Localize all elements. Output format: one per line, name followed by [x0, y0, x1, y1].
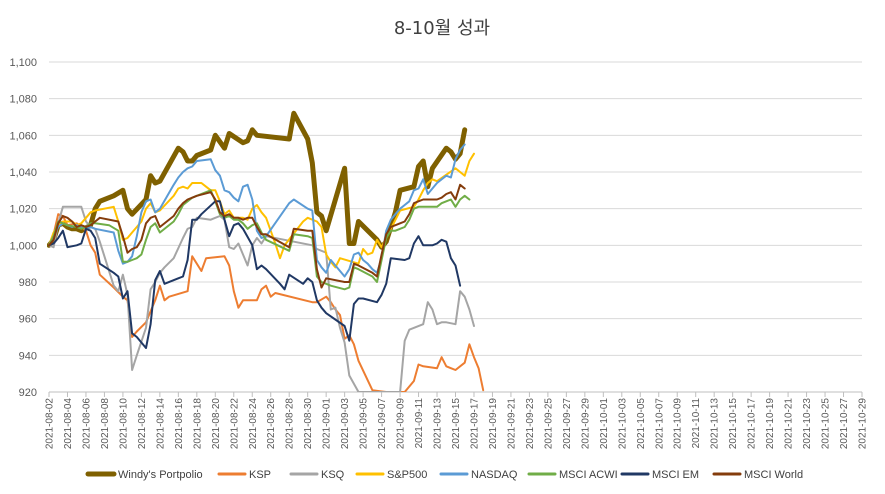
- y-tick-label: 1,040: [9, 167, 37, 179]
- x-tick-label: 2021-09-21: [506, 398, 517, 450]
- legend-label: NASDAQ: [471, 469, 518, 481]
- x-tick-label: 2021-08-20: [211, 398, 222, 450]
- y-tick-label: 1,080: [9, 94, 37, 106]
- x-tick-label: 2021-09-09: [396, 398, 407, 450]
- x-tick-label: 2021-10-17: [747, 398, 758, 450]
- x-tick-label: 2021-10-03: [617, 398, 628, 450]
- x-tick-label: 2021-08-26: [266, 398, 277, 450]
- x-tick-label: 2021-09-25: [543, 398, 554, 450]
- x-tick-label: 2021-09-01: [322, 398, 333, 450]
- x-tick-label: 2021-09-29: [580, 398, 591, 450]
- x-tick-label: 2021-10-21: [784, 398, 795, 450]
- x-tick-label: 2021-10-23: [802, 398, 813, 450]
- legend: Windy's Portpolio KSP KSQ S&P500 NASDAQ MSCI …: [85, 469, 803, 481]
- x-tick-label: 2021-10-11: [691, 398, 702, 449]
- x-tick-label: 2021-09-13: [433, 398, 444, 450]
- series-line-ksq: [48, 205, 475, 392]
- series-line-msci-acwi: [48, 189, 471, 291]
- x-tick-label: 2021-08-08: [100, 398, 111, 450]
- y-tick-label: 1,020: [9, 204, 37, 216]
- x-tick-label: 2021-09-17: [469, 398, 480, 450]
- gridlines: [49, 61, 862, 393]
- x-tick-label: 2021-08-12: [137, 398, 148, 450]
- series-line-msci-em: [48, 200, 462, 349]
- x-tick-label: 2021-09-27: [562, 398, 573, 450]
- y-axis-ticks: 920 940 960 980 1,000 1,020 1,040 1,060 1,080 1,1…: [9, 57, 37, 399]
- x-tick-label: 2021-10-05: [636, 398, 647, 450]
- x-tick-label: 2021-10-29: [858, 398, 869, 450]
- x-tick-label: 2021-08-28: [285, 398, 296, 450]
- legend-label: MSCI World: [744, 469, 803, 481]
- x-tick-label: 2021-09-23: [525, 398, 536, 450]
- chart-title: 8-10월 성과: [394, 18, 490, 39]
- x-tick-label: 2021-10-15: [728, 398, 739, 450]
- y-tick-label: 1,000: [9, 240, 37, 252]
- x-tick-label: 2021-10-27: [839, 398, 850, 450]
- y-tick-label: 920: [19, 387, 37, 399]
- legend-label: KSQ: [321, 469, 345, 481]
- x-tick-label: 2021-08-18: [192, 398, 203, 450]
- x-tick-label: 2021-10-25: [821, 398, 832, 450]
- legend-label: KSP: [249, 469, 271, 481]
- legend-label: MSCI ACWI: [559, 469, 618, 481]
- x-tick-label: 2021-08-04: [63, 398, 74, 450]
- x-tick-label: 2021-08-22: [229, 398, 240, 450]
- x-tick-label: 2021-08-24: [248, 398, 259, 450]
- x-tick-label: 2021-09-07: [377, 398, 388, 450]
- x-tick-label: 2021-09-19: [488, 398, 499, 450]
- series-line-nasdaq: [48, 143, 466, 278]
- x-tick-label: 2021-10-19: [765, 398, 776, 450]
- x-tick-label: 2021-08-14: [155, 398, 166, 450]
- series-line-ksp: [48, 213, 485, 392]
- x-tick-label: 2021-08-10: [118, 398, 129, 450]
- y-tick-label: 1,060: [9, 130, 37, 142]
- x-tick-label: 2021-10-01: [599, 398, 610, 450]
- x-tick-label: 2021-08-06: [81, 398, 92, 450]
- x-tick-label: 2021-09-05: [359, 398, 370, 450]
- y-tick-label: 940: [19, 350, 37, 362]
- legend-label: Windy's Portpolio: [118, 469, 203, 481]
- x-tick-label: 2021-08-16: [174, 398, 185, 450]
- x-axis-ticks: 2021-08-02 2021-08-04 2021-08-06 2021-08-08…: [45, 392, 869, 449]
- x-tick-label: 2021-09-03: [340, 398, 351, 450]
- y-tick-label: 960: [19, 314, 37, 326]
- x-tick-label: 2021-10-13: [710, 398, 721, 450]
- x-tick-label: 2021-09-11: [414, 398, 425, 449]
- series-line-msci-world: [48, 183, 466, 289]
- y-tick-label: 980: [19, 277, 37, 289]
- series-lines: [47, 110, 485, 392]
- legend-label: S&P500: [387, 469, 427, 481]
- y-tick-label: 1,100: [9, 57, 37, 69]
- x-tick-label: 2021-10-07: [654, 398, 665, 450]
- x-tick-label: 2021-09-15: [451, 398, 462, 450]
- x-tick-label: 2021-08-02: [45, 398, 56, 450]
- x-tick-label: 2021-10-09: [673, 398, 684, 450]
- x-tick-label: 2021-08-30: [303, 398, 314, 450]
- series-line-windy-s-portpolio: [47, 110, 468, 250]
- legend-label: MSCI EM: [652, 469, 699, 481]
